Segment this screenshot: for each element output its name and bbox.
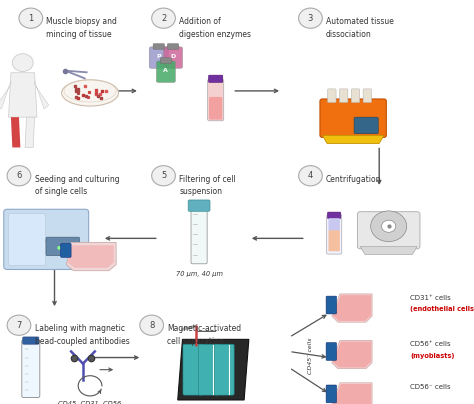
Text: 3: 3 [308, 14, 313, 23]
Polygon shape [68, 245, 114, 268]
Text: 5: 5 [161, 171, 166, 180]
Circle shape [371, 211, 407, 242]
Polygon shape [11, 117, 20, 147]
Text: 1: 1 [28, 14, 34, 23]
FancyBboxPatch shape [328, 89, 336, 103]
Text: Automated tissue
dissociation: Automated tissue dissociation [326, 17, 394, 38]
FancyBboxPatch shape [183, 344, 203, 395]
Polygon shape [9, 73, 37, 117]
Text: CD45, CD31, CD56: CD45, CD31, CD56 [58, 401, 122, 404]
Text: CD56⁺ cells: CD56⁺ cells [410, 341, 451, 347]
FancyBboxPatch shape [326, 385, 337, 403]
FancyBboxPatch shape [23, 337, 39, 344]
Text: 8: 8 [149, 321, 155, 330]
FancyBboxPatch shape [160, 58, 172, 63]
FancyBboxPatch shape [363, 89, 372, 103]
Polygon shape [332, 340, 372, 368]
Circle shape [382, 220, 396, 232]
Text: A: A [164, 68, 168, 73]
Polygon shape [360, 246, 417, 255]
Text: 2: 2 [161, 14, 166, 23]
Polygon shape [333, 384, 371, 404]
Text: D: D [170, 54, 176, 59]
Polygon shape [322, 135, 384, 143]
FancyBboxPatch shape [46, 237, 80, 256]
Text: Magnetic-activated
cell separation: Magnetic-activated cell separation [167, 324, 241, 345]
FancyBboxPatch shape [164, 47, 182, 68]
Text: 7: 7 [16, 321, 22, 330]
Text: ●●●: ●●● [57, 244, 69, 249]
FancyBboxPatch shape [22, 340, 40, 398]
FancyBboxPatch shape [149, 47, 168, 68]
Circle shape [299, 166, 322, 186]
Polygon shape [333, 342, 371, 368]
FancyBboxPatch shape [354, 117, 378, 134]
FancyBboxPatch shape [327, 215, 342, 254]
Text: Muscle biopsy and
mincing of tissue: Muscle biopsy and mincing of tissue [46, 17, 118, 38]
Text: 70 μm, 40 μm: 70 μm, 40 μm [175, 271, 223, 277]
Text: CD45⁻ cells: CD45⁻ cells [308, 337, 313, 374]
FancyBboxPatch shape [320, 99, 386, 137]
FancyBboxPatch shape [326, 343, 337, 360]
Text: Addition of
digestion enzymes: Addition of digestion enzymes [179, 17, 251, 38]
FancyBboxPatch shape [326, 296, 337, 314]
FancyBboxPatch shape [208, 79, 224, 121]
Circle shape [299, 8, 322, 28]
FancyBboxPatch shape [156, 61, 175, 82]
Polygon shape [0, 81, 11, 109]
FancyBboxPatch shape [9, 214, 46, 265]
FancyBboxPatch shape [191, 205, 207, 264]
FancyBboxPatch shape [153, 44, 164, 49]
Circle shape [7, 166, 31, 186]
FancyBboxPatch shape [214, 344, 234, 395]
Polygon shape [66, 242, 116, 271]
Text: P: P [156, 54, 161, 59]
FancyBboxPatch shape [167, 44, 179, 49]
Text: 4: 4 [308, 171, 313, 180]
Polygon shape [332, 294, 372, 322]
Text: CD31⁺ cells: CD31⁺ cells [410, 295, 451, 301]
Circle shape [152, 8, 175, 28]
FancyBboxPatch shape [209, 75, 223, 82]
Text: Labeling with magnetic
bead-coupled antibodies: Labeling with magnetic bead-coupled anti… [35, 324, 129, 345]
Polygon shape [25, 117, 35, 147]
Circle shape [152, 166, 175, 186]
Circle shape [7, 315, 31, 335]
Ellipse shape [62, 80, 118, 106]
FancyBboxPatch shape [199, 344, 219, 395]
FancyBboxPatch shape [339, 89, 348, 103]
FancyBboxPatch shape [328, 218, 340, 231]
FancyBboxPatch shape [328, 230, 340, 251]
Polygon shape [35, 81, 49, 109]
Circle shape [140, 315, 164, 335]
FancyBboxPatch shape [61, 244, 71, 257]
FancyBboxPatch shape [328, 212, 341, 219]
Text: CD56⁻ cells: CD56⁻ cells [410, 384, 451, 389]
Circle shape [12, 54, 33, 72]
FancyBboxPatch shape [4, 209, 89, 269]
FancyBboxPatch shape [351, 89, 360, 103]
Polygon shape [332, 383, 372, 404]
Text: Centrifugation: Centrifugation [326, 175, 382, 184]
FancyBboxPatch shape [188, 200, 210, 211]
Text: (myoblasts): (myoblasts) [410, 353, 455, 358]
Circle shape [19, 8, 43, 28]
Polygon shape [333, 295, 371, 321]
Text: (endothelial cells): (endothelial cells) [410, 306, 474, 312]
FancyBboxPatch shape [357, 212, 420, 249]
Text: 6: 6 [16, 171, 22, 180]
Text: Filtering of cell
suspension: Filtering of cell suspension [179, 175, 236, 196]
Polygon shape [178, 339, 249, 400]
Text: Seeding and culturing
of single cells: Seeding and culturing of single cells [35, 175, 119, 196]
FancyBboxPatch shape [209, 97, 222, 120]
